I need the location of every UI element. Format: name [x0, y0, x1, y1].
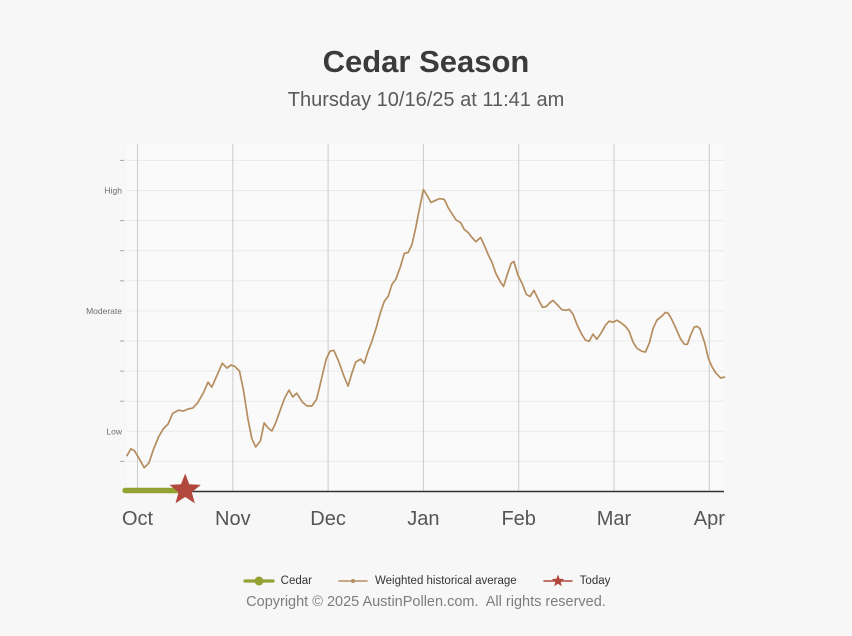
today-star-line-icon [541, 573, 575, 589]
historical-average-series-line [126, 188, 726, 469]
month-label: Jan [407, 508, 439, 530]
legend-item-cedar[interactable]: Cedar [242, 573, 312, 589]
legend-label-cedar: Cedar [280, 575, 312, 587]
legend-label-today: Today [579, 575, 611, 587]
legend-dot [254, 576, 264, 586]
legend-star [551, 574, 564, 587]
legend-item-today[interactable]: Today [541, 573, 611, 589]
month-label: Oct [122, 508, 154, 530]
legend-dot [350, 579, 355, 583]
plot-area [127, 144, 724, 492]
month-label: Mar [597, 508, 632, 530]
today-star-icon [169, 473, 201, 504]
level-label: Moderate [86, 306, 122, 316]
level-label: High [105, 186, 123, 196]
historical-average-line-icon [336, 573, 370, 589]
month-label: Nov [215, 508, 251, 530]
legend-label-historical-average: Weighted historical average [374, 575, 517, 587]
copyright-text: Copyright © 2025 AustinPollen.com. All r… [246, 594, 606, 610]
month-label: Apr [694, 508, 725, 530]
level-label: Low [106, 426, 122, 436]
month-label: Feb [501, 508, 535, 530]
chart-legend: Cedar Weighted historical average Today [0, 573, 852, 589]
legend-item-historical-average[interactable]: Weighted historical average [336, 573, 517, 589]
page-title: Cedar Season [322, 44, 530, 79]
chart-subtitle: Thursday 10/16/25 at 11:41 am [287, 89, 565, 111]
month-label: Dec [310, 508, 346, 530]
pollen-season-chart: Low Moderate High Oct Nov Dec Jan Feb Mar Apr [86, 144, 726, 530]
cedar-line-dot-icon [242, 573, 276, 589]
